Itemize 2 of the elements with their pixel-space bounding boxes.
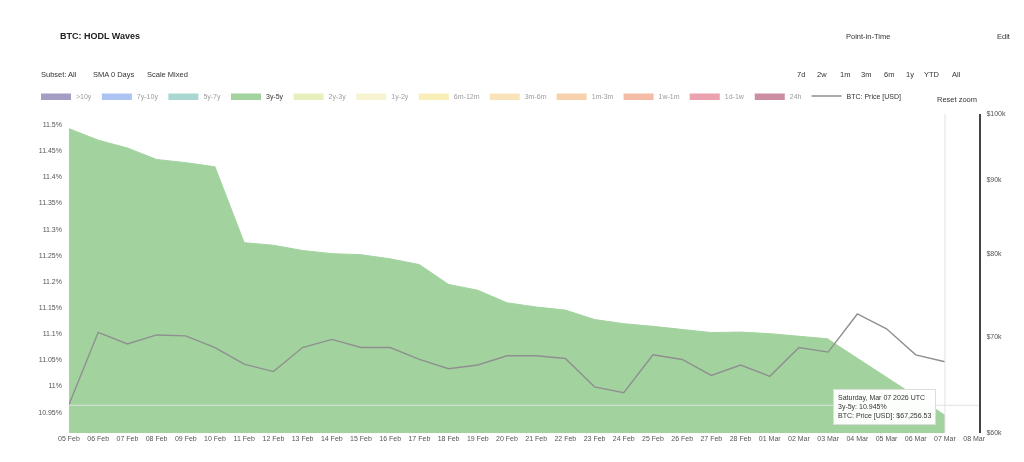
line-series — [69, 313, 946, 406]
chart-title: BTC: HODL Waves — [60, 31, 141, 42]
